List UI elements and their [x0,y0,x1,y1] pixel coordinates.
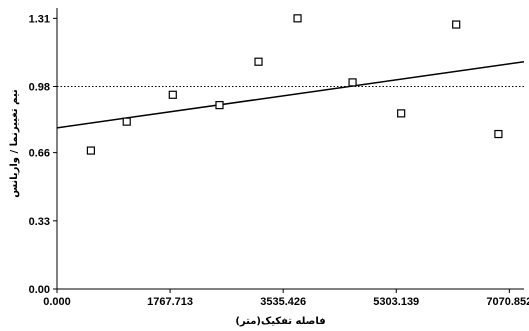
y-axis-ticks: 0.00 0.33 0.66 0.98 1.31 [29,13,57,296]
data-point [168,90,177,99]
y-axis-title: نیم تغییرنما / واریانس [9,89,20,198]
x-tick-label: 3535.426 [260,296,306,308]
data-point [494,129,503,139]
data-point [348,78,357,87]
data-points [86,14,503,155]
y-tick-label: 0.66 [29,148,50,160]
data-point [215,101,224,110]
plot-area [56,60,525,129]
x-axis-ticks: 0.000 1767.713 3535.426 5303.139 7070.852 [43,289,529,308]
data-point [397,109,406,118]
x-tick-label: 7070.852 [486,296,529,308]
x-tick-label: 1767.713 [147,296,193,308]
y-tick-label: 0.98 [29,82,50,94]
trend-line [56,60,525,129]
y-tick-label: 0.33 [29,216,50,228]
y-tick-label: 0.00 [29,284,50,296]
data-point [452,20,461,29]
x-axis-title: فاصله تفکیک(متر) [235,316,325,327]
data-point [293,14,302,23]
data-point [122,117,131,126]
x-tick-label: 0.000 [43,296,71,308]
data-point [86,146,96,155]
x-tick-label: 5303.139 [373,296,419,308]
y-tick-label: 1.31 [29,13,50,25]
data-point [254,57,263,66]
